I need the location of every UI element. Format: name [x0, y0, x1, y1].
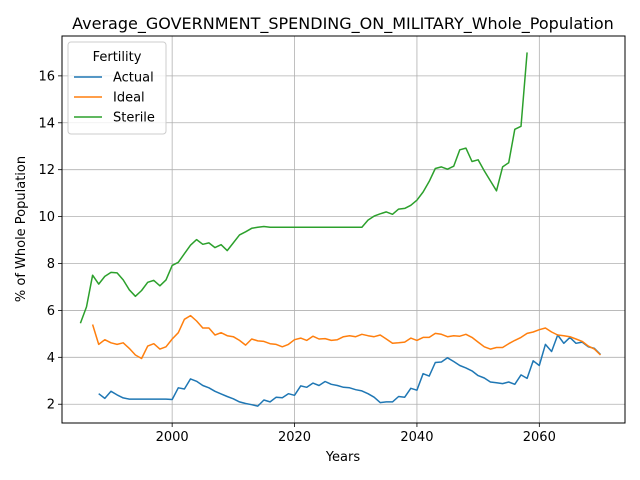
series-line-actual — [98, 334, 602, 407]
legend-label-actual: Actual — [113, 71, 154, 86]
x-tick-label: 2020 — [278, 430, 311, 445]
legend-items: Actual Ideal Sterile — [74, 71, 155, 126]
y-axis-label: % of Whole Population — [14, 156, 29, 302]
y-tick-label: 12 — [38, 163, 55, 178]
legend-label-sterile: Sterile — [113, 111, 155, 126]
y-tick-label: 8 — [47, 257, 55, 272]
series-lines — [79, 52, 602, 407]
series-line-sterile — [79, 52, 528, 324]
x-tick-label: 2060 — [523, 430, 556, 445]
legend: Fertility Actual Ideal Sterile — [67, 41, 167, 135]
chart-title: Average_GOVERNMENT_SPENDING_ON_MILITARY_… — [72, 14, 614, 34]
plot-frame — [61, 35, 626, 424]
x-axis: 2000 2020 2040 2060 — [156, 423, 556, 445]
y-tick-label: 10 — [38, 210, 55, 225]
grid — [62, 36, 625, 423]
y-tick-label: 2 — [47, 398, 55, 413]
y-axis: 2 4 6 8 10 12 14 16 — [38, 69, 62, 413]
x-tick-label: 2000 — [156, 430, 189, 445]
legend-title: Fertility — [93, 50, 142, 65]
x-axis-label: Years — [325, 450, 361, 465]
y-tick-label: 14 — [38, 116, 55, 131]
y-tick-label: 4 — [47, 351, 55, 366]
y-tick-label: 6 — [47, 304, 55, 319]
series-line-ideal — [91, 314, 602, 360]
y-tick-label: 16 — [38, 69, 55, 84]
legend-box — [67, 41, 167, 135]
x-tick-label: 2040 — [400, 430, 433, 445]
legend-label-ideal: Ideal — [113, 91, 145, 106]
